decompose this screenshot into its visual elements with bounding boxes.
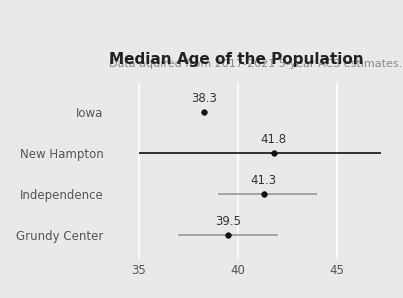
- Text: 41.3: 41.3: [251, 174, 277, 187]
- Text: 38.3: 38.3: [191, 92, 217, 105]
- Text: Median Age of the Population: Median Age of the Population: [109, 52, 364, 67]
- Text: 41.8: 41.8: [261, 133, 287, 146]
- Text: 39.5: 39.5: [215, 215, 241, 228]
- Text: Data aquired from 2017-2021 5-year ACS estimates.: Data aquired from 2017-2021 5-year ACS e…: [109, 59, 402, 69]
